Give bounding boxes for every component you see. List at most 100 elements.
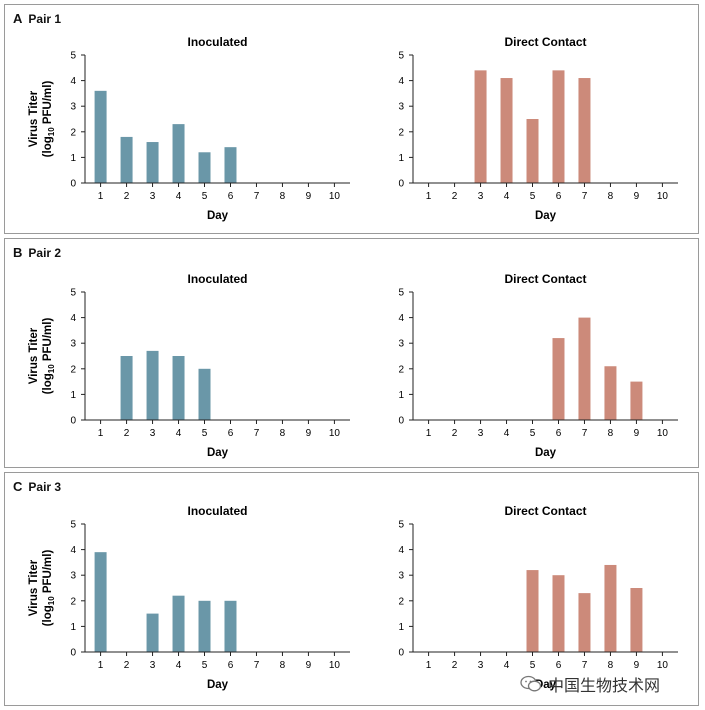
x-tick-label: 1 (426, 660, 432, 671)
chart-title: Inoculated (187, 35, 247, 49)
y-tick-label: 0 (398, 648, 404, 659)
y-tick-label: 1 (398, 622, 404, 633)
x-tick-label: 9 (634, 428, 640, 439)
panel-letter: A (13, 11, 23, 26)
x-axis-label: Day (535, 210, 557, 222)
y-tick-label: 3 (398, 571, 404, 582)
x-tick-label: 9 (306, 660, 312, 671)
x-tick-label: 6 (556, 660, 562, 671)
x-tick-label: 9 (306, 428, 312, 439)
bar-day-2 (120, 136, 133, 183)
x-tick-label: 7 (254, 191, 260, 202)
bar-day-4 (172, 595, 185, 652)
x-tick-label: 1 (426, 191, 432, 202)
y-axis-label-unit: (log10 PFU/ml) (42, 81, 56, 158)
y-tick-label: 4 (398, 545, 404, 556)
x-tick-label: 7 (582, 428, 588, 439)
chart-pair-3-inoculated: Inoculated 0 1 2 3 4 5 1 2 3 4 5 6 7 8 9 10 Day Virus Tite… (28, 504, 350, 691)
bar-day-4 (500, 78, 513, 183)
chart-title: Direct Contact (504, 504, 586, 518)
y-tick-label: 1 (398, 153, 404, 164)
x-tick-label: 1 (98, 191, 104, 202)
y-tick-label: 5 (70, 520, 76, 531)
x-tick-label: 8 (608, 191, 614, 202)
y-tick-label: 5 (398, 520, 404, 531)
y-tick-label: 1 (70, 153, 76, 164)
y-tick-label: 2 (398, 127, 404, 138)
chart-title: Inoculated (187, 272, 247, 286)
panel-heading: A Pair 1 (13, 11, 61, 26)
x-tick-label: 2 (124, 191, 130, 202)
panel-heading: C Pair 3 (13, 479, 61, 494)
y-tick-label: 4 (398, 76, 404, 87)
x-tick-label: 5 (202, 660, 208, 671)
x-tick-label: 5 (530, 660, 536, 671)
y-tick-label: 1 (70, 622, 76, 633)
y-axis-label-unit: (log10 PFU/ml) (42, 550, 56, 627)
panel-pair-1: A Pair 1 Inoculated 0 1 2 3 4 5 1 2 3 4 5 6 7 8 9 10 Day Vi… (4, 4, 699, 234)
bar-day-9 (630, 381, 643, 420)
x-axis-label: Day (535, 447, 557, 459)
y-tick-label: 1 (398, 390, 404, 401)
x-tick-label: 5 (202, 428, 208, 439)
panel-pair-3: C Pair 3 Inoculated 0 1 2 3 4 5 1 2 3 4 5 6 7 8 9 10 Day Vi… (4, 472, 699, 706)
y-tick-label: 3 (70, 102, 76, 113)
x-tick-label: 4 (176, 660, 182, 671)
x-tick-label: 10 (329, 428, 341, 439)
bar-day-2 (120, 356, 133, 420)
panel-pair-2: B Pair 2 Inoculated 0 1 2 3 4 5 1 2 3 4 5 6 7 8 9 10 Day Vi… (4, 238, 699, 468)
y-axis-label-main: Virus Titer (28, 327, 40, 384)
x-tick-label: 3 (478, 191, 484, 202)
x-tick-label: 5 (530, 191, 536, 202)
x-axis-label: Day (207, 210, 229, 222)
y-tick-label: 4 (398, 313, 404, 324)
x-tick-label: 8 (608, 428, 614, 439)
bar-day-3 (146, 350, 159, 420)
chart-pair-2-direct-contact: Direct Contact 0 1 2 3 4 5 1 2 3 4 5 6 7 8 9 10 Day (398, 272, 678, 459)
chart-pair-1-direct-contact: Direct Contact 0 1 2 3 4 5 1 2 3 4 5 6 7 8 9 10 Day (398, 35, 678, 222)
x-tick-label: 7 (254, 660, 260, 671)
y-tick-label: 0 (70, 179, 76, 190)
x-axis-label: Day (207, 679, 229, 691)
x-tick-label: 2 (452, 660, 458, 671)
watermark: 中国生物技术网 (520, 672, 660, 696)
x-tick-label: 6 (228, 428, 234, 439)
x-tick-label: 8 (280, 660, 286, 671)
bar-day-7 (578, 593, 591, 652)
x-tick-label: 8 (608, 660, 614, 671)
panel-label: Pair 1 (28, 12, 62, 26)
x-tick-label: 7 (582, 191, 588, 202)
chart-title: Direct Contact (504, 272, 586, 286)
y-tick-label: 3 (70, 339, 76, 350)
x-tick-label: 2 (124, 428, 130, 439)
y-axis-label-main: Virus Titer (28, 90, 40, 147)
bar-day-5 (198, 152, 211, 183)
x-tick-label: 10 (657, 191, 669, 202)
bar-day-8 (604, 564, 617, 652)
x-tick-label: 6 (556, 428, 562, 439)
x-tick-label: 5 (202, 191, 208, 202)
x-tick-label: 8 (280, 191, 286, 202)
panel-letter: B (13, 245, 23, 260)
x-tick-label: 3 (150, 660, 156, 671)
x-tick-label: 9 (634, 191, 640, 202)
bar-day-6 (552, 70, 565, 183)
bar-day-6 (224, 600, 237, 652)
y-tick-label: 5 (70, 51, 76, 62)
x-tick-label: 7 (582, 660, 588, 671)
x-tick-label: 2 (452, 428, 458, 439)
panel-heading: B Pair 2 (13, 245, 61, 260)
panel-letter: C (13, 479, 23, 494)
bar-day-6 (552, 338, 565, 420)
y-tick-label: 0 (398, 416, 404, 427)
x-tick-label: 4 (504, 191, 510, 202)
y-tick-label: 0 (70, 416, 76, 427)
x-tick-label: 3 (150, 191, 156, 202)
bar-day-4 (172, 356, 185, 420)
bar-day-3 (474, 70, 487, 183)
x-tick-label: 6 (228, 191, 234, 202)
y-tick-label: 5 (398, 288, 404, 299)
chart-pair-2-inoculated: Inoculated 0 1 2 3 4 5 1 2 3 4 5 6 7 8 9 10 Day Virus Tite… (28, 272, 350, 459)
bar-day-1 (94, 90, 107, 183)
